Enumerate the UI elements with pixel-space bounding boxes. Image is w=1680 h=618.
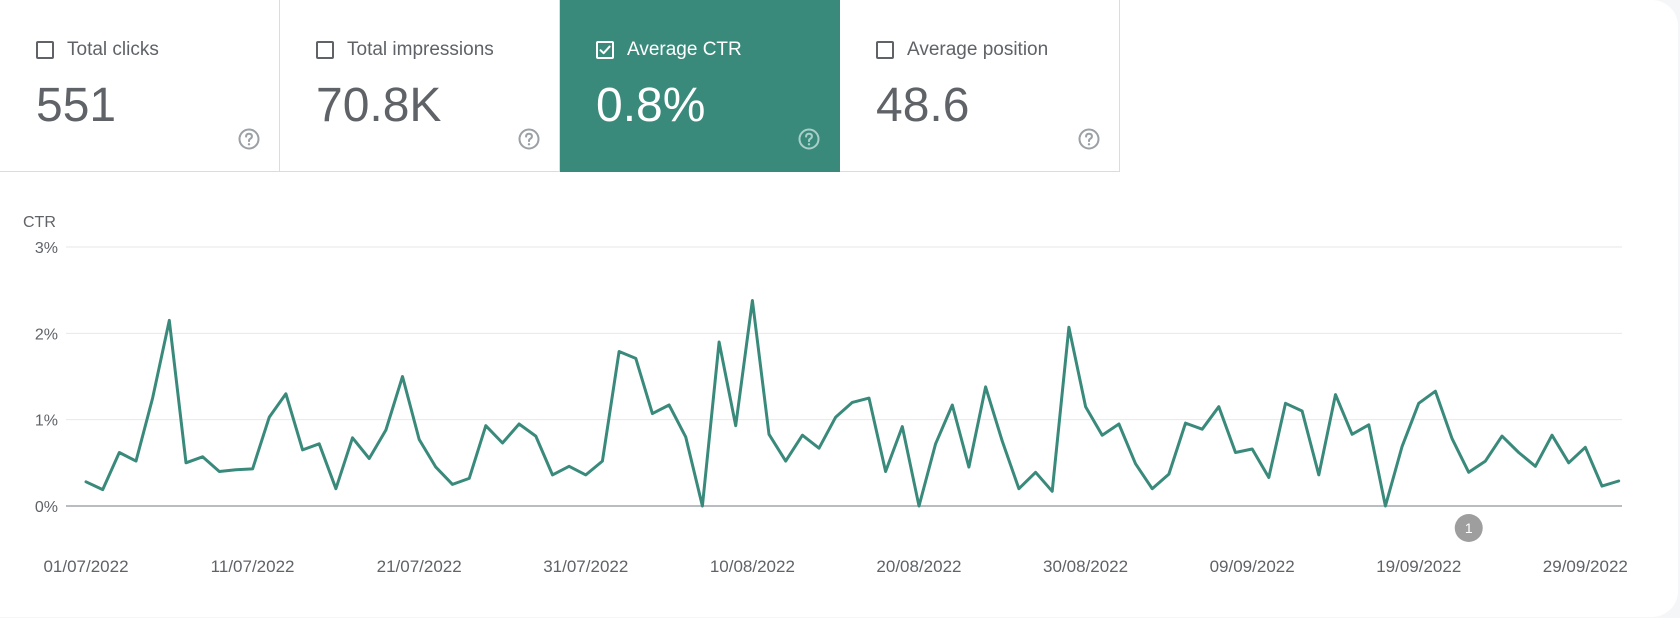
metric-card-total-clicks[interactable]: Total clicks 551 [0, 0, 280, 172]
gridlines [66, 246, 1622, 507]
annotation-label: 1 [1465, 520, 1473, 536]
checkmark-icon [599, 45, 611, 55]
help-icon[interactable] [518, 128, 540, 150]
ctr-series-line [84, 299, 1621, 508]
x-tick-label: 30/08/2022 [1043, 557, 1128, 576]
metric-value: 70.8K [316, 79, 442, 132]
metric-card-total-impressions[interactable]: Total impressions 70.8K [280, 0, 560, 172]
metric-label: Average CTR [627, 39, 742, 60]
metric-card-average-ctr[interactable]: Average CTR 0.8% [560, 0, 840, 172]
x-tick-label: 29/09/2022 [1543, 557, 1628, 576]
x-axis-ticks: 01/07/2022 11/07/2022 21/07/2022 31/07/2022… [43, 557, 1627, 576]
metric-value: 0.8% [596, 79, 706, 132]
checkbox-average-position[interactable] [876, 41, 894, 59]
y-tick-label: 3% [35, 240, 58, 257]
y-tick-label: 0% [35, 499, 58, 516]
metric-cards: Total clicks 551 Total impressions 70.8K [0, 0, 1120, 172]
metric-label: Average position [907, 39, 1049, 60]
checkbox-total-clicks[interactable] [36, 41, 54, 59]
y-tick-label: 1% [35, 413, 58, 430]
y-tick-label: 2% [35, 326, 58, 343]
x-tick-label: 11/07/2022 [211, 557, 295, 576]
checkbox-total-impressions[interactable] [316, 41, 334, 59]
x-tick-label: 01/07/2022 [43, 557, 128, 576]
x-tick-label: 10/08/2022 [710, 557, 795, 576]
metric-card-average-position[interactable]: Average position 48.6 [840, 0, 1120, 172]
metric-value: 551 [36, 79, 117, 132]
x-tick-label: 20/08/2022 [876, 557, 961, 576]
x-tick-label: 21/07/2022 [377, 557, 462, 576]
help-icon[interactable] [1078, 128, 1100, 150]
y-axis-ticks: 0% 1% 2% 3% [35, 240, 58, 516]
series-layer [84, 299, 1621, 508]
x-tick-label: 31/07/2022 [543, 557, 628, 576]
help-icon[interactable] [238, 128, 260, 150]
metric-label: Total clicks [67, 39, 159, 60]
metric-label: Total impressions [347, 39, 494, 60]
annotation-layer: 1 [1454, 514, 1483, 542]
help-icon[interactable] [798, 128, 820, 150]
checkbox-average-ctr[interactable] [596, 41, 614, 59]
metric-value: 48.6 [876, 79, 970, 132]
x-tick-label: 19/09/2022 [1376, 557, 1461, 576]
x-tick-label: 09/09/2022 [1210, 557, 1295, 576]
y-axis-title: CTR [23, 214, 56, 231]
ctr-line-chart: CTR 0% 1% 2% 3% 01/07/2022 11/07/2022 21/07/2… [23, 214, 1628, 576]
annotation-marker [1454, 514, 1483, 542]
